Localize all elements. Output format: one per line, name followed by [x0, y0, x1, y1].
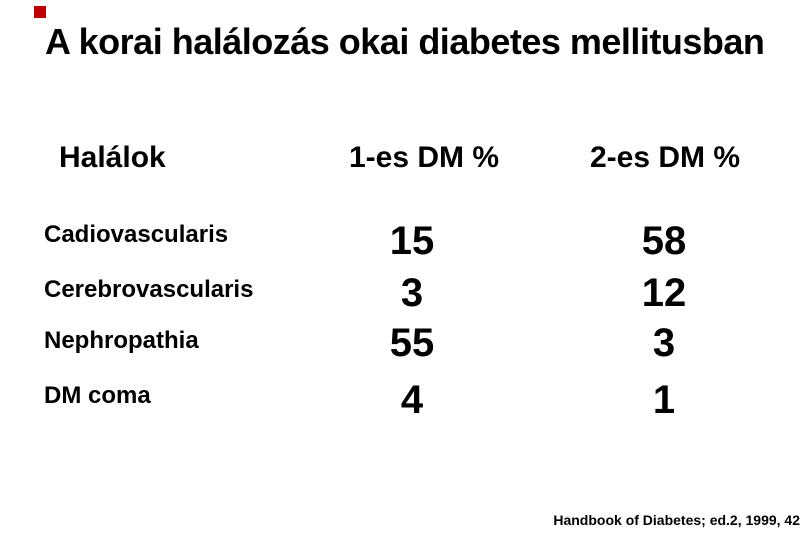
table-cell-cadiovascularis-dm2: 58: [641, 219, 687, 263]
red-accent-square: [34, 6, 46, 18]
table-cell-cerebrovascularis-dm2: 12: [641, 271, 687, 315]
table-cell-dm-coma-dm2: 1: [652, 378, 676, 422]
slide-title: A korai halálozás okai diabetes mellitus…: [45, 21, 765, 62]
table-row-label-dm-coma: DM coma: [44, 382, 151, 409]
table-row-label-nephropathia: Nephropathia: [44, 327, 199, 354]
table-row-label-cadiovascularis: Cadiovascularis: [44, 221, 229, 248]
column-header-cause: Halálok: [59, 141, 166, 174]
column-header-dm1-percent: 1-es DM %: [348, 141, 500, 174]
table-cell-cerebrovascularis-dm1: 3: [400, 271, 424, 315]
table-cell-cadiovascularis-dm1: 15: [389, 219, 435, 263]
table-row-label-cerebrovascularis: Cerebrovascularis: [44, 276, 254, 303]
table-cell-nephropathia-dm1: 55: [389, 321, 435, 365]
citation-text: Handbook of Diabetes; ed.2, 1999, 42: [553, 512, 800, 528]
table-cell-nephropathia-dm2: 3: [652, 321, 676, 365]
table-cell-dm-coma-dm1: 4: [400, 378, 424, 422]
column-header-dm2-percent: 2-es DM %: [589, 141, 741, 174]
